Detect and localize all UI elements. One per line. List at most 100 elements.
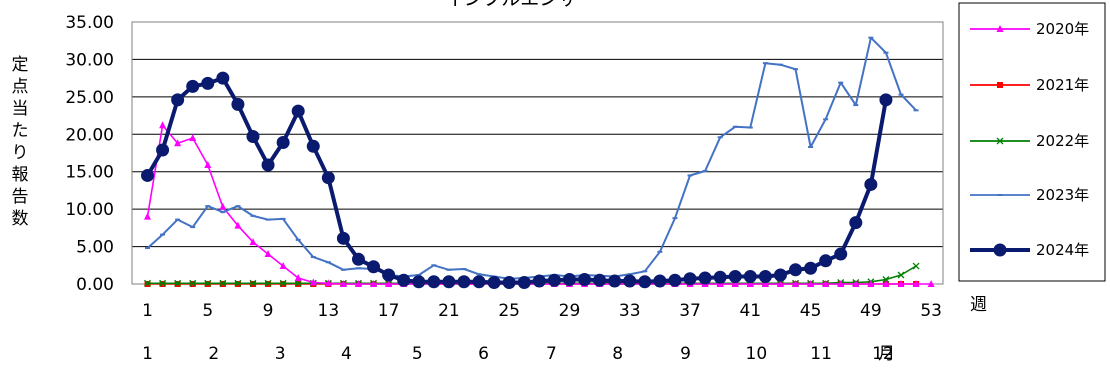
series-2020年 (144, 121, 935, 287)
month-unit-label: 月 (878, 344, 895, 364)
x-tick-label: 41 (739, 301, 761, 321)
data-point (219, 202, 227, 210)
series-line (146, 36, 917, 280)
x-tick-label: 9 (263, 301, 274, 321)
data-point (837, 280, 845, 287)
x-axis-ticks: 1 5 9 13 17 21 25 29 33 37 41 45 49 53 (142, 301, 942, 321)
data-point (442, 275, 456, 289)
data-point (593, 273, 607, 287)
data-point (638, 275, 652, 289)
data-point (339, 280, 347, 287)
x-tick-label: 29 (559, 301, 581, 321)
data-point (746, 280, 754, 287)
data-point (927, 280, 935, 287)
x-tick-label: 13 (318, 301, 340, 321)
gridlines (132, 58, 943, 248)
data-point (367, 260, 381, 274)
data-point (324, 279, 332, 287)
data-point (144, 279, 151, 287)
y-axis-label-char: 数 (12, 209, 29, 229)
data-point (502, 276, 516, 290)
data-point (879, 93, 893, 107)
y-axis-label-char: 定 (12, 55, 29, 75)
series-line (146, 124, 932, 285)
data-point (144, 212, 151, 220)
y-axis-label-char: 当 (12, 99, 29, 119)
month-label: 5 (412, 344, 423, 364)
y-axis-label-char: 点 (12, 77, 29, 97)
data-point (174, 279, 182, 287)
data-point (276, 136, 290, 150)
x-tick-label: 49 (860, 301, 882, 321)
month-label: 6 (478, 344, 489, 364)
x-tick-label: 53 (920, 301, 942, 321)
month-label: 3 (275, 344, 286, 364)
data-point (996, 25, 1004, 32)
x-axis-label: 週 (970, 295, 987, 315)
y-axis-label-char: た (12, 121, 29, 141)
data-point (758, 270, 772, 284)
data-point (882, 276, 890, 283)
data-point (385, 280, 393, 287)
y-tick-label: 30.00 (65, 50, 114, 70)
data-point (623, 274, 637, 288)
data-point (517, 276, 531, 290)
month-label: 12 (872, 344, 894, 364)
series-2023年 (145, 36, 919, 280)
data-point (562, 273, 576, 287)
data-point (201, 76, 215, 90)
y-axis-label-char: 報 (12, 165, 29, 185)
month-label: 10 (746, 344, 768, 364)
x-tick-label: 1 (142, 301, 153, 321)
series-2024年 (141, 71, 893, 290)
x-tick-label: 45 (800, 301, 822, 321)
data-point (668, 273, 682, 287)
data-point (698, 271, 712, 285)
data-point (204, 279, 212, 287)
y-tick-label: 10.00 (65, 200, 114, 220)
legend-item: 2021年 (970, 76, 1089, 94)
data-point (912, 280, 920, 287)
data-point (159, 279, 167, 287)
data-point (819, 254, 833, 268)
data-point (897, 271, 905, 279)
x-tick-label: 5 (202, 301, 213, 321)
data-point (713, 270, 727, 284)
data-point (186, 79, 200, 93)
legend-label: 2021年 (1036, 76, 1089, 94)
data-point (532, 274, 546, 288)
data-point (234, 221, 242, 229)
data-point (882, 280, 890, 287)
data-point (822, 280, 830, 287)
legend-item: 2020年 (970, 20, 1089, 38)
data-point (249, 238, 257, 246)
legend-label: 2023年 (1036, 186, 1089, 204)
y-axis-label-char: り (12, 143, 29, 163)
data-point (997, 82, 1003, 88)
data-point (189, 134, 197, 142)
data-point (427, 275, 441, 289)
chart-title: インフルエンザ (445, 0, 577, 10)
data-point (246, 130, 260, 144)
data-point (370, 280, 378, 287)
data-point (351, 252, 365, 266)
data-point (487, 276, 501, 290)
data-point (743, 270, 757, 284)
data-point (294, 274, 302, 282)
data-point (279, 279, 287, 287)
data-point (204, 160, 212, 168)
data-point (776, 280, 784, 287)
data-point (231, 97, 245, 111)
legend-item: 2023年 (970, 186, 1089, 204)
legend-item: 2022年 (970, 132, 1089, 150)
series-lines (141, 36, 935, 290)
x-tick-label: 25 (498, 301, 520, 321)
y-tick-label: 15.00 (65, 163, 114, 183)
legend-label: 2020年 (1036, 20, 1089, 38)
data-point (171, 93, 185, 107)
data-point (294, 279, 302, 287)
month-label: 1 (142, 344, 153, 364)
data-point (912, 262, 920, 270)
data-point (457, 275, 471, 289)
